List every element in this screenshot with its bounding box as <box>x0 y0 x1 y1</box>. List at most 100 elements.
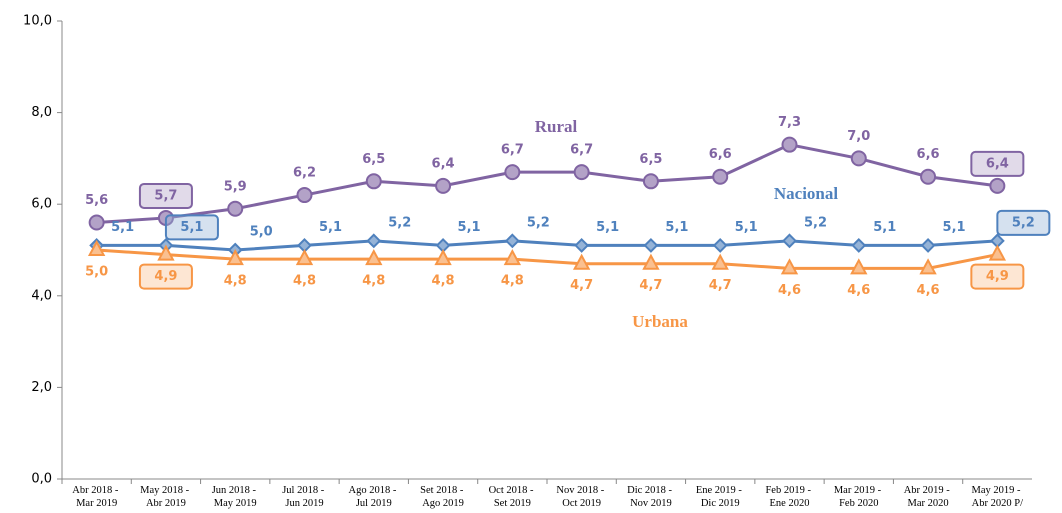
series-name: Nacional <box>774 184 839 203</box>
x-tick-label-line: May 2019 - <box>972 485 1024 496</box>
point <box>920 238 936 253</box>
x-tick-label-line: Jun 2019 <box>285 498 323 509</box>
x-tick-label-line: Ago 2018 - <box>349 485 399 496</box>
x-tick-label-line: Mar 2019 - <box>834 485 884 496</box>
data-label: 5,1 <box>319 220 342 235</box>
data-label: 5,1 <box>873 220 896 235</box>
data-label: 4,6 <box>847 283 870 298</box>
data-label: 5,1 <box>735 220 758 235</box>
data-label: 5,1 <box>665 220 688 235</box>
point <box>295 249 314 266</box>
x-tick-label: May 2018 - Abr 2019 <box>140 485 192 509</box>
data-label: 5,9 <box>224 179 247 194</box>
point <box>851 238 867 253</box>
data-label: 4,9 <box>986 269 1009 284</box>
data-label: 4,8 <box>224 274 247 289</box>
data-label: 4,6 <box>917 283 940 298</box>
x-tick-label: Mar 2019 - Feb 2020 <box>834 485 884 509</box>
point <box>711 253 729 270</box>
data-label: 6,5 <box>639 152 662 167</box>
data-label: 4,8 <box>501 274 524 289</box>
point <box>504 233 520 249</box>
x-tick-label-line: Oct 2019 <box>562 498 601 509</box>
x-tick-label-line: Feb 2019 - <box>765 485 813 496</box>
x-tick-label: Abr 2018 - Mar 2019 <box>72 485 121 509</box>
x-tick-label-line: Set 2018 - <box>420 485 466 496</box>
x-tick-label-line: Dic 2018 - <box>627 485 675 496</box>
point <box>573 164 590 181</box>
point <box>504 164 521 181</box>
data-label: 6,2 <box>293 166 316 181</box>
x-tick-label-line: Jul 2019 <box>356 498 392 509</box>
x-tick-label-line: Nov 2018 - <box>556 485 606 496</box>
series-line <box>96 248 998 270</box>
series-name: Rural <box>535 117 578 136</box>
point <box>643 238 659 253</box>
x-tick-label-line: Mar 2020 <box>908 498 949 509</box>
point <box>365 173 382 190</box>
series-line <box>96 239 998 252</box>
point <box>572 253 591 270</box>
data-label: 5,1 <box>943 220 966 235</box>
y-tick-label: 2,0 <box>31 380 52 395</box>
point <box>920 168 937 185</box>
data-label: 5,1 <box>111 220 134 235</box>
point <box>87 239 106 256</box>
x-tick-label-line: Abr 2019 <box>146 498 186 509</box>
y-tick-label: 8,0 <box>31 105 52 120</box>
point <box>366 233 382 249</box>
series-line <box>96 143 998 225</box>
data-label: 5,1 <box>458 220 481 235</box>
x-tick-label: Jun 2018 - May 2019 <box>212 485 259 509</box>
point <box>850 258 868 275</box>
x-tick-label-line: Set 2019 <box>494 498 531 509</box>
point <box>781 136 798 153</box>
data-label: 7,3 <box>778 115 801 130</box>
data-label: 5,0 <box>250 225 273 240</box>
x-tick-label: Nov 2018 - Oct 2019 <box>556 485 606 509</box>
data-label: 5,2 <box>1012 215 1035 230</box>
data-label: 5,2 <box>527 215 550 230</box>
x-tick-label: May 2019 - Abr 2020 P/ <box>972 485 1024 509</box>
data-label: 4,7 <box>639 278 662 293</box>
data-label: 7,0 <box>847 129 870 144</box>
point <box>642 253 660 270</box>
x-tick-label-line: Mar 2019 <box>76 498 117 509</box>
point <box>780 258 799 275</box>
point <box>296 187 313 204</box>
x-tick-label: Feb 2019 - Ene 2020 <box>765 485 813 509</box>
data-label: 5,2 <box>804 215 827 230</box>
point <box>88 214 105 231</box>
x-tick-label-line: Abr 2018 - <box>72 485 121 496</box>
data-label: 5,7 <box>154 188 177 203</box>
data-label: 5,1 <box>596 220 619 235</box>
callout-box <box>996 209 1051 236</box>
point <box>989 177 1006 194</box>
point <box>434 249 452 266</box>
data-label: 6,7 <box>570 143 593 158</box>
y-tick-label: 0,0 <box>31 472 52 487</box>
data-label: 6,4 <box>432 156 455 171</box>
point <box>365 249 383 266</box>
data-label: 6,7 <box>501 143 524 158</box>
point <box>850 150 867 167</box>
x-tick-label-line: May 2019 <box>214 498 257 509</box>
data-label: 4,7 <box>570 278 593 293</box>
data-label: 6,6 <box>709 147 732 162</box>
x-tick-label-line: Feb 2020 <box>839 498 878 509</box>
y-tick-label: 6,0 <box>31 197 52 212</box>
x-tick-label-line: Abr 2020 P/ <box>972 498 1023 509</box>
x-tick-label-line: May 2018 - <box>140 485 192 496</box>
data-label: 5,0 <box>85 265 108 280</box>
data-label: 4,8 <box>293 274 316 289</box>
x-tick-label-line: Dic 2019 <box>701 498 740 509</box>
x-tick-label-line: Nov 2019 <box>630 498 672 509</box>
data-label: 5,2 <box>388 215 411 230</box>
y-tick-label: 10,0 <box>23 14 52 29</box>
x-tick-label: Jul 2018 - Jun 2019 <box>282 485 327 509</box>
point <box>712 238 728 253</box>
point <box>226 249 244 266</box>
point <box>157 244 175 261</box>
point <box>919 258 937 275</box>
